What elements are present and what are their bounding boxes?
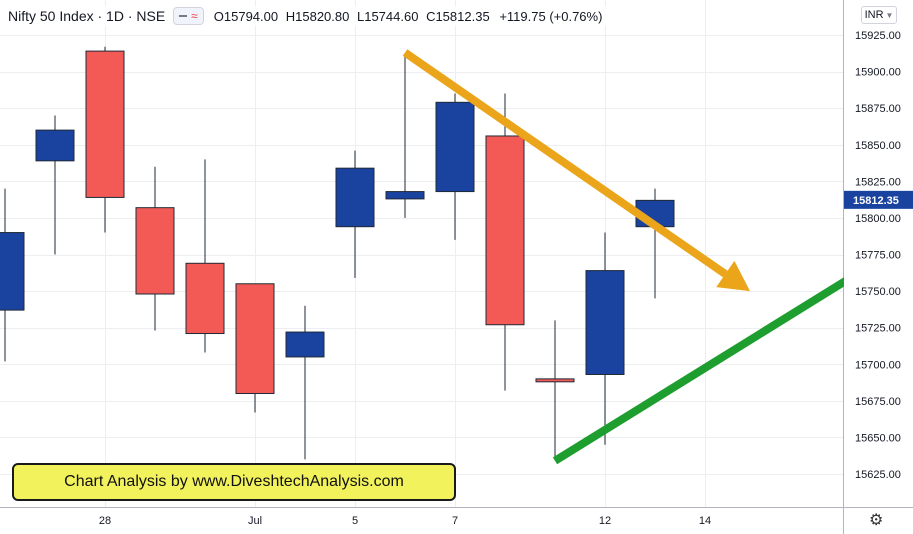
time-tick-label: 7 bbox=[452, 515, 458, 527]
price-axis[interactable] bbox=[844, 0, 913, 507]
time-tick-label: 12 bbox=[599, 515, 611, 527]
candle-body-bullish[interactable] bbox=[435, 101, 475, 193]
price-tick-label: 15775.00 bbox=[855, 250, 901, 262]
time-tick-label: 14 bbox=[699, 515, 711, 527]
wave-icon: ≈ bbox=[191, 9, 198, 23]
candle-body-bullish[interactable] bbox=[335, 167, 375, 228]
price-tick-label: 15925.00 bbox=[855, 30, 901, 42]
price-tick-label: 15750.00 bbox=[855, 286, 901, 298]
candle-body-bullish[interactable] bbox=[35, 129, 75, 162]
price-tick-label: 15900.00 bbox=[855, 67, 901, 79]
candle-body-bearish[interactable] bbox=[85, 50, 125, 198]
price-tick-label: 15675.00 bbox=[855, 396, 901, 408]
ohlc-readout: O15794.00 H15820.80 L15744.60 C15812.35 … bbox=[214, 9, 607, 24]
price-tick-label: 15650.00 bbox=[855, 432, 901, 444]
eye-icon bbox=[179, 15, 188, 17]
uptrend-arrow-shaft[interactable] bbox=[552, 259, 877, 465]
candle-body-bearish[interactable] bbox=[235, 283, 275, 395]
gear-icon[interactable]: ⚙ bbox=[869, 512, 884, 529]
ohlc-close: C15812.35 bbox=[426, 8, 490, 24]
price-tick-label: 15725.00 bbox=[855, 323, 901, 335]
price-tick-label: 15875.00 bbox=[855, 103, 901, 115]
time-tick-label: 5 bbox=[352, 515, 358, 527]
currency-select[interactable]: INR ▼ bbox=[861, 6, 897, 24]
candle-body-bullish[interactable] bbox=[585, 270, 625, 375]
ohlc-low: L15744.60 bbox=[356, 8, 419, 24]
ohlc-change: +119.75 (+0.76%) bbox=[499, 8, 603, 24]
time-tick-label: 28 bbox=[99, 515, 111, 527]
price-tick-label: 15850.00 bbox=[855, 140, 901, 152]
chart-header: Nifty 50 Index · 1D · NSE ≈ O15794.00 H1… bbox=[8, 6, 607, 26]
chevron-down-icon: ▼ bbox=[885, 10, 894, 20]
time-tick-label: Jul bbox=[248, 515, 262, 527]
downtrend-arrow-head[interactable] bbox=[716, 260, 750, 292]
candle-body-bullish[interactable] bbox=[385, 191, 425, 200]
candle-body-bullish[interactable] bbox=[0, 232, 25, 311]
currency-label: INR bbox=[864, 9, 884, 21]
price-tick-label: 15700.00 bbox=[855, 359, 901, 371]
price-tick-label: 15625.00 bbox=[855, 469, 901, 481]
ohlc-open: O15794.00 bbox=[213, 8, 279, 24]
candle-body-bearish[interactable] bbox=[135, 207, 175, 295]
candle-body-bearish[interactable] bbox=[185, 262, 225, 335]
current-price-label: 15812.35 bbox=[853, 195, 899, 207]
candle-body-bearish[interactable] bbox=[535, 378, 575, 383]
watermark-text: Chart Analysis by www.DiveshtechAnalysis… bbox=[64, 473, 404, 490]
candle-body-bearish[interactable] bbox=[485, 135, 525, 326]
price-tick-label: 15825.00 bbox=[855, 176, 901, 188]
symbol-title[interactable]: Nifty 50 Index · 1D · NSE bbox=[8, 8, 166, 24]
ohlc-high: H15820.80 bbox=[285, 8, 350, 24]
price-tick-label: 15800.00 bbox=[855, 213, 901, 225]
downtrend-arrow-shaft[interactable] bbox=[402, 49, 728, 278]
candle-body-bullish[interactable] bbox=[285, 331, 325, 358]
current-price-tag bbox=[844, 190, 913, 209]
indicator-toggle-pill[interactable]: ≈ bbox=[173, 7, 204, 25]
watermark-banner: Chart Analysis by www.DiveshtechAnalysis… bbox=[12, 463, 456, 501]
